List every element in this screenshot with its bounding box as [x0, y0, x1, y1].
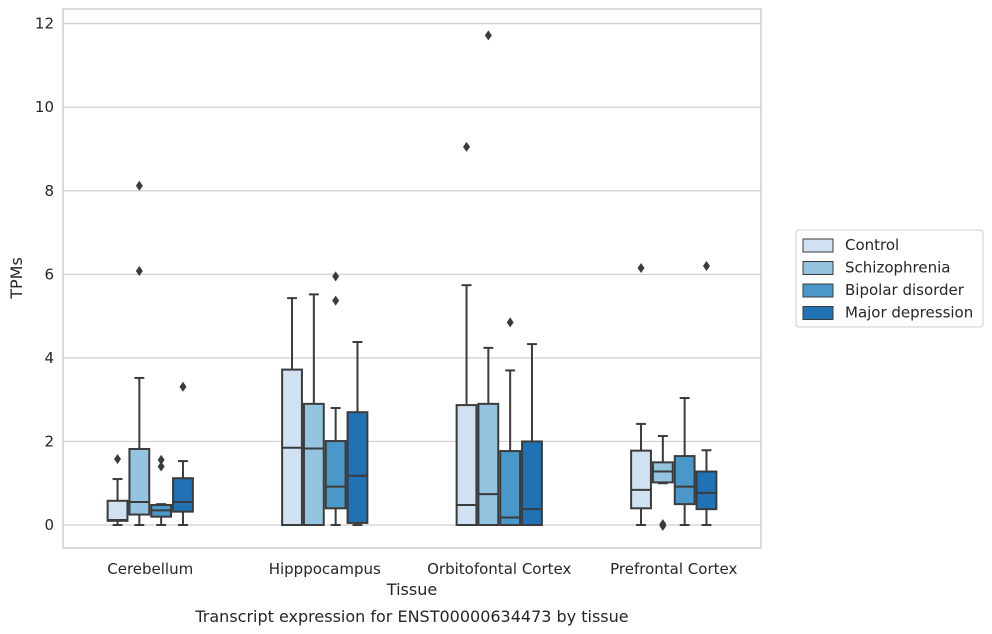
legend: Control Schizophrenia Bipolar disorder Majo… [795, 229, 984, 328]
iqr-box [477, 402, 500, 527]
box-schizophrenia [302, 293, 325, 527]
legend-swatch [802, 261, 834, 275]
iqr-box [346, 411, 369, 524]
y-axis-label: TPMs [7, 257, 26, 300]
box-major-depression [695, 260, 718, 527]
iqr-box [324, 440, 347, 510]
outlier-marker [114, 454, 122, 465]
outlier-marker [637, 263, 645, 274]
box-control [630, 263, 652, 527]
iqr-box [302, 402, 325, 527]
x-tick-label: Hipppocampus [269, 560, 381, 578]
y-tick-label: 0 [44, 516, 54, 534]
outlier-marker [484, 30, 492, 41]
iqr-box [630, 449, 652, 510]
box-bipolar-disorder [499, 317, 522, 527]
x-axis-label: Tissue [386, 580, 437, 599]
legend-label: Major depression [845, 304, 973, 322]
outlier-marker [659, 520, 667, 531]
iqr-box [455, 404, 478, 527]
outlier-marker [157, 454, 165, 465]
boxes-layer [106, 30, 718, 531]
outlier-marker [332, 271, 340, 282]
plot-area-frame [62, 8, 762, 549]
iqr-box [128, 447, 151, 516]
y-tick-label: 12 [35, 15, 54, 33]
legend-label: Control [845, 236, 899, 254]
box-schizophrenia [651, 435, 674, 531]
y-tick-label: 4 [44, 349, 54, 367]
legend-swatch [802, 283, 834, 298]
outlier-marker [506, 317, 514, 328]
y-tick-label: 10 [35, 98, 54, 116]
y-tick-label: 2 [44, 432, 54, 450]
y-gridlines [63, 23, 761, 526]
outlier-marker [702, 260, 710, 271]
outlier-marker [463, 141, 471, 152]
box-schizophrenia [128, 180, 151, 527]
x-tick-label: Orbitofontal Cortex [427, 560, 571, 578]
x-tick-label: Cerebellum [107, 560, 193, 578]
iqr-box [499, 450, 522, 527]
iqr-box [106, 499, 129, 522]
outlier-marker [332, 295, 340, 306]
box-bipolar-disorder [673, 396, 696, 527]
box-control [281, 297, 303, 527]
outlier-marker [135, 265, 143, 276]
box-major-depression [346, 341, 369, 527]
legend-swatch [802, 306, 834, 320]
iqr-box [521, 440, 543, 527]
iqr-box [673, 455, 696, 506]
box-bipolar-disorder [150, 454, 173, 527]
y-tick-label: 6 [44, 265, 54, 283]
x-tick-label: Prefrontal Cortex [610, 560, 737, 578]
outlier-marker [157, 461, 165, 472]
box-major-depression [521, 343, 543, 527]
box-control [106, 454, 129, 527]
legend-label: Bipolar disorder [845, 281, 965, 299]
iqr-box [172, 477, 194, 513]
legend-swatch [802, 238, 834, 253]
y-tick-label: 8 [44, 182, 54, 200]
y-tick-labels: 0 2 4 6 8 10 12 [35, 15, 54, 534]
box-schizophrenia [477, 30, 500, 527]
figure-caption: Transcript expression for ENST0000063447… [194, 607, 628, 626]
box-major-depression [172, 381, 194, 527]
legend-label: Schizophrenia [845, 259, 950, 277]
box-control [455, 141, 478, 527]
outlier-marker [179, 381, 187, 392]
outlier-marker [135, 180, 143, 191]
x-tick-labels: Cerebellum Hipppocampus Orbitofontal Corte… [107, 560, 737, 578]
legend-frame [795, 229, 984, 328]
box-bipolar-disorder [324, 271, 347, 527]
iqr-box [695, 470, 718, 511]
